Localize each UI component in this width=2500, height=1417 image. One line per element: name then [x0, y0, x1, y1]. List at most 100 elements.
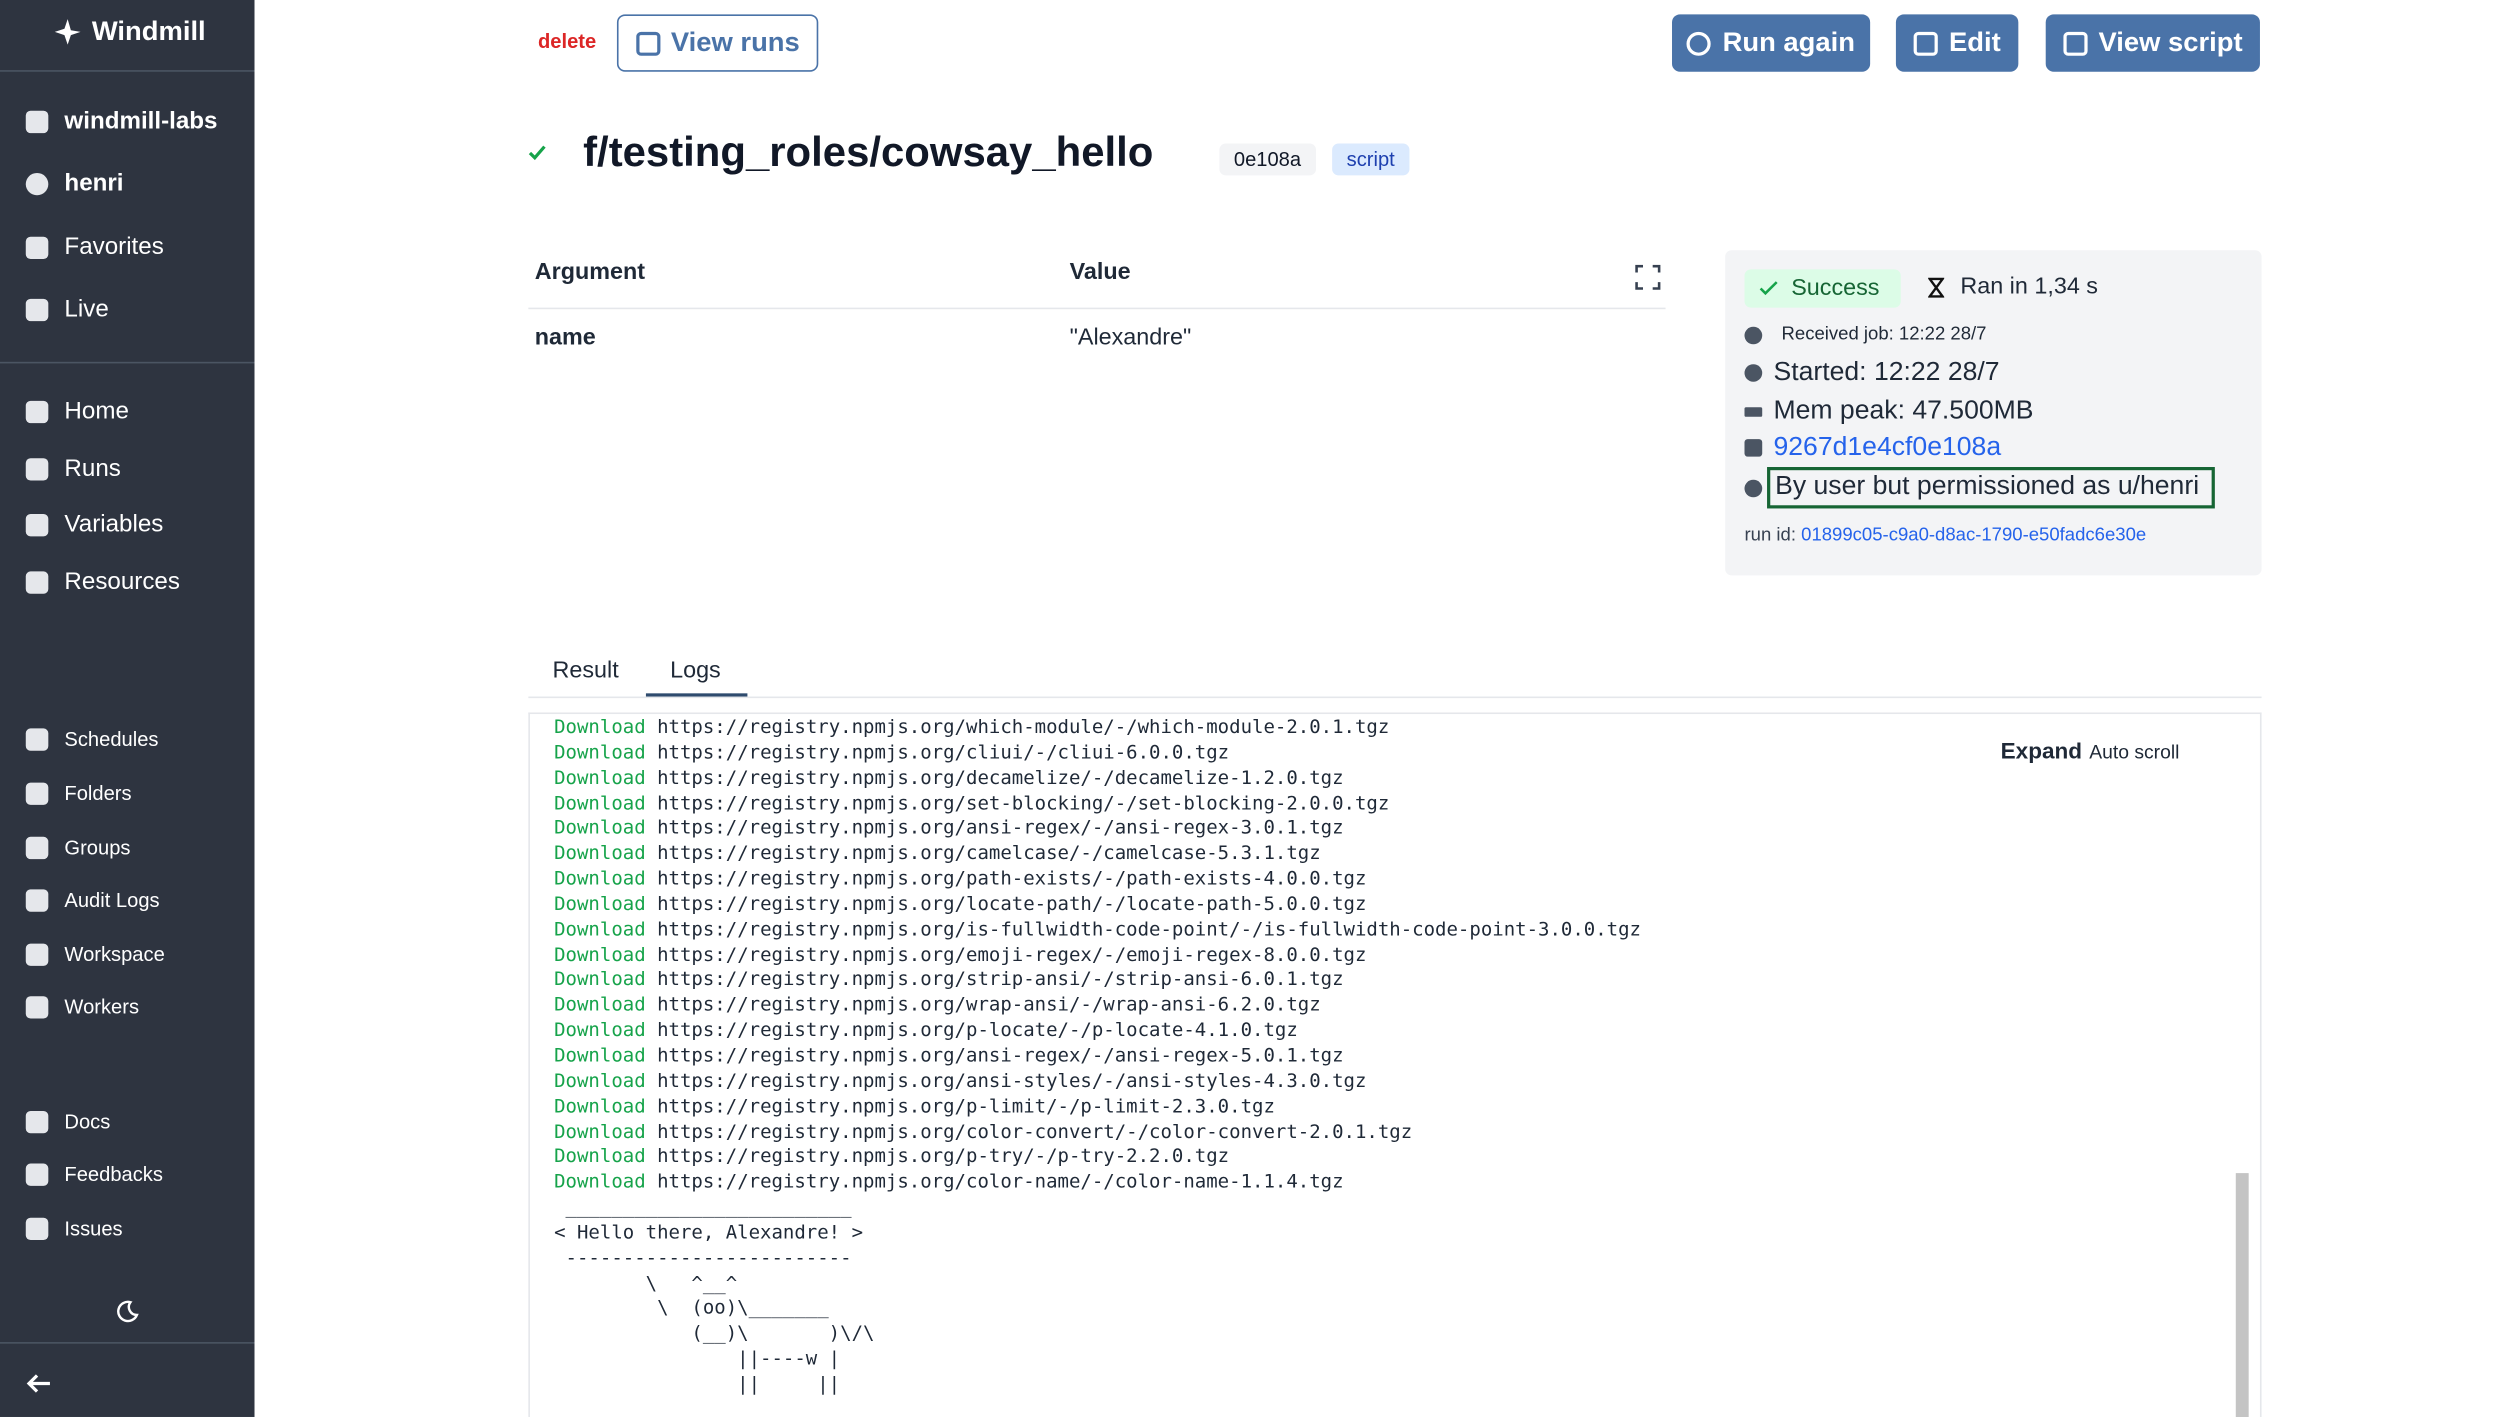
- delete-button[interactable]: delete: [538, 30, 597, 53]
- log-url: https://registry.npmjs.org/p-locate/-/p-…: [657, 1018, 1298, 1042]
- tab-active[interactable]: Logs: [670, 658, 721, 684]
- nav-icon: [25, 996, 49, 1019]
- nav-item[interactable]: Workers: [25, 996, 139, 1019]
- scrollbar[interactable]: [2235, 1173, 2249, 1417]
- nav-icon: [25, 728, 49, 751]
- button-label: Edit: [1948, 27, 2001, 58]
- nav-icon: [25, 457, 49, 480]
- log-lines: Download https://registry.npmjs.org/whic…: [554, 716, 1641, 1398]
- nav-item[interactable]: Workspace: [25, 943, 165, 966]
- log-kind: Download: [554, 791, 646, 814]
- log-line: Download https://registry.npmjs.org/came…: [554, 842, 1641, 867]
- log-line: Download https://registry.npmjs.org/emoj…: [554, 943, 1641, 968]
- nav-label: Issues: [64, 1217, 123, 1241]
- arg-value: "Alexandre": [1069, 325, 1192, 351]
- log-kind: Download: [554, 1119, 646, 1143]
- nav-label: Resources: [64, 568, 180, 596]
- nav-label: Feedbacks: [64, 1163, 163, 1186]
- log-kind: Download: [554, 942, 646, 966]
- started: Started: 12:22 28/7: [1744, 358, 2000, 388]
- collapse-sidebar[interactable]: [26, 1372, 52, 1394]
- nav-item[interactable]: Feedbacks: [25, 1163, 163, 1186]
- theme-toggle[interactable]: [116, 1299, 140, 1323]
- log-output: \ (oo)\_______: [554, 1296, 829, 1319]
- log-kind: Download: [554, 968, 646, 991]
- log-kind: Download: [554, 1018, 646, 1042]
- log-kind: Download: [554, 766, 646, 789]
- nav-item[interactable]: Variables: [25, 510, 164, 538]
- view-runs-button[interactable]: View runs: [616, 14, 819, 72]
- log-kind: Download: [554, 917, 646, 941]
- hash-badge: 0e108a: [1219, 143, 1316, 176]
- run-again-button[interactable]: Run again: [1672, 14, 1871, 72]
- log-url: https://registry.npmjs.org/ansi-regex/-/…: [657, 816, 1344, 839]
- expand-logs[interactable]: Expand: [2000, 737, 2083, 764]
- nav-item[interactable]: Home: [25, 397, 129, 425]
- log-viewer: Download https://registry.npmjs.org/whic…: [528, 712, 2262, 1417]
- log-output: \ ^__^: [554, 1271, 738, 1294]
- nav-item[interactable]: Live: [25, 296, 109, 323]
- run-id-label: run id:: [1744, 525, 1796, 546]
- nav-item[interactable]: Folders: [25, 782, 132, 805]
- brand[interactable]: Windmill: [53, 16, 206, 48]
- script-hash-link[interactable]: 9267d1e4cf0e108a: [1773, 432, 2002, 462]
- kind-badge: script: [1332, 143, 1410, 176]
- log-kind: Download: [554, 993, 646, 1016]
- log-line: Download https://registry.npmjs.org/p-tr…: [554, 1145, 1641, 1170]
- log-url: https://registry.npmjs.org/which-module/…: [657, 715, 1390, 738]
- nav-icon: [25, 570, 49, 593]
- nav-label: Runs: [64, 455, 121, 483]
- log-kind: Download: [554, 1043, 646, 1067]
- log-url: https://registry.npmjs.org/path-exists/-…: [657, 867, 1367, 890]
- run-id-link[interactable]: 01899c05-c9a0-d8ac-1790-e50fadc6e30e: [1801, 525, 2147, 546]
- mem-peak-text: Mem peak: 47.500MB: [1773, 396, 2034, 425]
- log-url: https://registry.npmjs.org/decamelize/-/…: [657, 766, 1344, 789]
- log-kind: Download: [554, 1069, 646, 1092]
- auto-scroll[interactable]: Auto scroll: [2089, 741, 2180, 764]
- brand-name: Windmill: [91, 15, 206, 47]
- log-output: ||----w |: [554, 1346, 841, 1370]
- log-url: https://registry.npmjs.org/p-try/-/p-try…: [657, 1144, 1230, 1168]
- nav-label: Favorites: [64, 233, 164, 261]
- tab[interactable]: Result: [552, 658, 619, 684]
- log-kind: Download: [554, 1170, 646, 1193]
- nav-item[interactable]: Schedules: [25, 728, 159, 751]
- nav-label: Docs: [64, 1110, 111, 1134]
- nav-item[interactable]: Resources: [25, 568, 180, 596]
- status-state: Success: [1791, 275, 1880, 302]
- log-line: Download https://registry.npmjs.org/p-li…: [554, 1094, 1641, 1119]
- log-kind: Download: [554, 867, 646, 890]
- nav-label: Home: [64, 397, 129, 425]
- log-line: Download https://registry.npmjs.org/ansi…: [554, 1069, 1641, 1094]
- button-label: Run again: [1722, 27, 1855, 58]
- nav-item[interactable]: Issues: [25, 1217, 123, 1241]
- log-url: https://registry.npmjs.org/strip-ansi/-/…: [657, 968, 1344, 991]
- nav-icon: [25, 400, 49, 423]
- log-line: Download https://registry.npmjs.org/p-lo…: [554, 1019, 1641, 1044]
- log-url: https://registry.npmjs.org/set-blocking/…: [657, 791, 1390, 814]
- nav-label: Variables: [64, 510, 164, 538]
- nav-icon: [25, 836, 49, 860]
- nav-item[interactable]: Groups: [25, 836, 131, 860]
- nav-item[interactable]: Audit Logs: [25, 889, 160, 912]
- log-line: Download https://registry.npmjs.org/wrap…: [554, 993, 1641, 1018]
- log-kind: Download: [554, 1144, 646, 1168]
- nav-label: Workspace: [64, 943, 165, 966]
- log-kind: Download: [554, 740, 646, 764]
- nav-item[interactable]: Runs: [25, 455, 121, 483]
- user-menu[interactable]: henri: [25, 170, 124, 197]
- log-url: https://registry.npmjs.org/camelcase/-/c…: [657, 841, 1321, 865]
- workspace-switch[interactable]: windmill-labs: [25, 108, 217, 135]
- expand-args[interactable]: [1635, 264, 1661, 291]
- nav-item[interactable]: Docs: [25, 1110, 111, 1134]
- nav-item[interactable]: Favorites: [25, 233, 164, 261]
- view-script-button[interactable]: View script: [2045, 14, 2260, 72]
- edit-button[interactable]: Edit: [1895, 14, 2019, 72]
- log-url: https://registry.npmjs.org/color-name/-/…: [657, 1170, 1344, 1193]
- divider: [0, 361, 255, 364]
- log-url: https://registry.npmjs.org/locate-path/-…: [657, 892, 1367, 915]
- nav-label: Audit Logs: [64, 889, 160, 912]
